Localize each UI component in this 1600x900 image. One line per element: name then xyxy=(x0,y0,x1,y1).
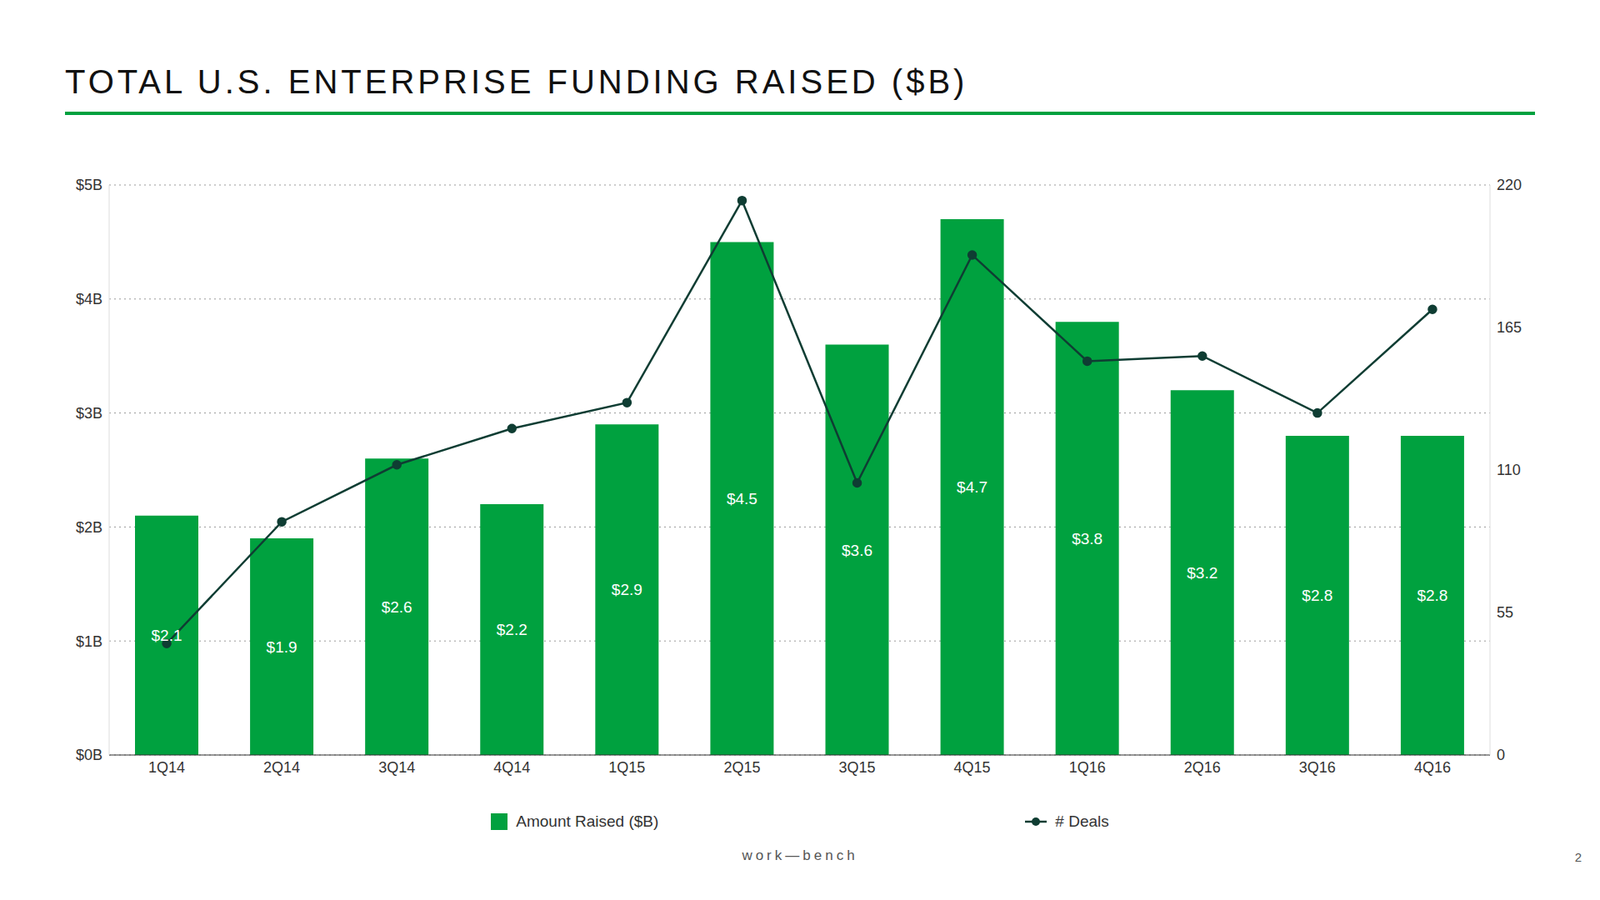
html-text:TOTAL U.S. ENTERPRISE FUNDING: TOTAL U.S. ENTERPRISE FUNDING RAISED ($B… xyxy=(65,63,968,100)
svg-text:4Q15: 4Q15 xyxy=(954,759,991,776)
svg-text:1Q16: 1Q16 xyxy=(1069,759,1106,776)
svg-text:$5B: $5B xyxy=(75,176,103,194)
svg-text:3Q16: 3Q16 xyxy=(1299,759,1336,776)
svg-text:$2.2: $2.2 xyxy=(496,620,528,639)
svg-text:$3.6: $3.6 xyxy=(841,541,873,560)
svg-text:3Q14: 3Q14 xyxy=(378,759,415,776)
svg-text:$4.7: $4.7 xyxy=(956,478,988,496)
html-text:# Deals: # Deals xyxy=(1055,812,1109,830)
svg-text:55: 55 xyxy=(1496,604,1514,621)
svg-text:110: 110 xyxy=(1496,461,1521,479)
svg-text:$1B: $1B xyxy=(75,633,103,650)
svg-text:0: 0 xyxy=(1496,746,1505,764)
svg-text:$3B: $3B xyxy=(75,405,103,422)
svg-text:4Q16: 4Q16 xyxy=(1414,759,1451,776)
svg-text:$3.2: $3.2 xyxy=(1186,564,1218,582)
html-text:work—bench: work—bench xyxy=(742,847,858,864)
svg-text:$3.8: $3.8 xyxy=(1071,530,1103,548)
svg-text:$2.9: $2.9 xyxy=(611,580,643,599)
svg-text:2Q15: 2Q15 xyxy=(723,759,760,776)
svg-text:220: 220 xyxy=(1496,176,1522,194)
svg-text:165: 165 xyxy=(1496,319,1522,336)
svg-text:$2.8: $2.8 xyxy=(1416,586,1448,605)
svg-text:$2.8: $2.8 xyxy=(1301,586,1333,605)
svg-text:$2B: $2B xyxy=(75,519,103,536)
svg-text:$0B: $0B xyxy=(75,746,103,764)
html-text:2: 2 xyxy=(1574,850,1582,865)
svg-text:$2.1: $2.1 xyxy=(151,626,183,645)
svg-text:3Q15: 3Q15 xyxy=(839,759,876,776)
svg-text:$4B: $4B xyxy=(75,290,103,308)
html-text:Amount Raised ($B): Amount Raised ($B) xyxy=(516,812,659,830)
svg-text:2Q16: 2Q16 xyxy=(1184,759,1221,776)
svg-text:1Q14: 1Q14 xyxy=(148,759,185,776)
svg-text:4Q14: 4Q14 xyxy=(493,759,530,776)
svg-text:1Q15: 1Q15 xyxy=(608,759,645,776)
svg-text:2Q14: 2Q14 xyxy=(263,759,300,776)
svg-text:$4.5: $4.5 xyxy=(726,490,758,508)
svg-text:$2.6: $2.6 xyxy=(381,598,413,616)
svg-text:$1.9: $1.9 xyxy=(266,638,298,656)
